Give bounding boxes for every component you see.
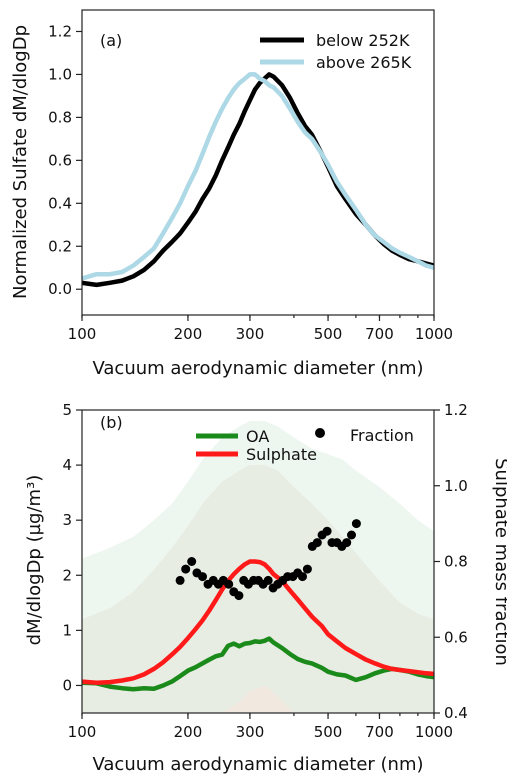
x-tick-label: 1000	[415, 723, 453, 741]
legend-label-fraction: Fraction	[350, 426, 414, 445]
fraction-point	[263, 575, 273, 585]
y-tick-label: 0.6	[48, 151, 72, 169]
panel-b-label: (b)	[100, 413, 123, 432]
panel-b-plot-area	[82, 421, 434, 713]
y-tick-label: 0	[62, 676, 72, 694]
x-tick-label: 700	[365, 723, 394, 741]
fraction-point	[298, 572, 307, 582]
legend-marker-fraction	[315, 428, 325, 438]
legend-label-oa: OA	[246, 427, 269, 446]
x-tick-label: 100	[68, 723, 97, 741]
legend-label-sulphate: Sulphate	[246, 445, 317, 464]
y2-tick-label: 0.6	[444, 628, 468, 646]
sulphate-line	[82, 559, 434, 685]
x-tick-label: 500	[314, 325, 343, 343]
panel-b-y-axis-label: dM/dlogDp (µg/m³)	[24, 475, 45, 646]
panel-a-x-axis-label: Vacuum aerodynamic diameter (nm)	[92, 358, 423, 379]
y-tick-label: 1	[62, 621, 72, 639]
y2-tick-label: 0.8	[444, 553, 468, 571]
panel-b-y2-ticks: 0.4 0.6 0.8 1.0 1.2	[434, 401, 468, 722]
x-tick-label: 300	[236, 325, 265, 343]
panel-b-legend: OA Sulphate Fraction	[196, 426, 414, 464]
panel-a-series-group	[82, 72, 434, 288]
panel-b-y-ticks: 0 1 2 3 4 5	[62, 401, 82, 694]
y2-tick-label: 0.4	[444, 704, 468, 722]
fraction-point	[198, 572, 207, 582]
y-tick-label: 4	[62, 456, 72, 474]
panel-a-legend: below 252K above 265K	[260, 31, 412, 72]
panel-b-y2-axis-label: Sulphate mass fraction	[491, 458, 507, 666]
fraction-point	[302, 564, 312, 574]
band-oa	[82, 421, 434, 713]
fraction-point	[234, 591, 244, 601]
fraction-point	[322, 526, 332, 536]
fraction-point	[351, 519, 361, 529]
y-tick-label: 0.4	[48, 194, 72, 212]
y-tick-label: 0.8	[48, 108, 72, 126]
x-tick-label: 100	[68, 325, 97, 343]
y-tick-label: 5	[62, 401, 72, 419]
y-tick-label: 2	[62, 566, 72, 584]
panel-b-x-ticks: 100 200 300 500 700 1000	[68, 713, 453, 741]
y-tick-label: 3	[62, 511, 72, 529]
legend-label-below-252k: below 252K	[316, 31, 410, 50]
fraction-point	[224, 579, 234, 589]
x-tick-label: 1000	[415, 325, 453, 343]
y-tick-label: 0.2	[48, 237, 72, 255]
panel-b-x-axis-label: Vacuum aerodynamic diameter (nm)	[92, 754, 423, 775]
panel-a-label: (a)	[100, 31, 122, 50]
above-265k-line	[82, 72, 434, 281]
x-tick-label: 200	[174, 325, 203, 343]
fraction-point	[187, 557, 197, 566]
x-tick-label: 500	[314, 723, 343, 741]
y2-tick-label: 1.0	[444, 477, 468, 495]
x-tick-label: 200	[174, 723, 203, 741]
panel-a-frame	[81, 9, 435, 316]
fraction-point	[312, 538, 322, 548]
below-252k-line	[82, 72, 434, 288]
y-tick-label: 1.0	[48, 65, 72, 83]
panel-a-x-ticks: 100 200 300 500 700 1000	[68, 315, 453, 343]
panel-b: 100 200 300 500 700 1000 0 1 2 3 4 5 0.4 0.6 0.8 1.0 1…	[24, 401, 507, 775]
panel-a-y-axis-label: Normalized Sulfate dM/dlogDp	[10, 25, 31, 299]
y-tick-label: 1.2	[48, 22, 72, 40]
panel-a-plot-area	[82, 72, 434, 288]
y-tick-label: 0.0	[48, 280, 72, 298]
fraction-point	[342, 538, 352, 548]
fraction-point	[347, 530, 356, 540]
x-tick-label: 300	[236, 723, 265, 741]
fraction-point	[175, 575, 185, 585]
oa-line	[82, 636, 434, 692]
panel-b-series-group	[82, 421, 434, 713]
y2-tick-label: 1.2	[444, 401, 468, 419]
x-tick-label: 700	[365, 325, 394, 343]
legend-label-above-265k: above 265K	[316, 53, 412, 72]
fraction-point	[181, 564, 191, 574]
panel-a: 100 200 300 500 700 1000 0.0 0.2 0.4 0.6 0.8 1.0 1.…	[10, 9, 453, 379]
panel-a-y-ticks: 0.0 0.2 0.4 0.6 0.8 1.0 1.2	[48, 22, 82, 298]
